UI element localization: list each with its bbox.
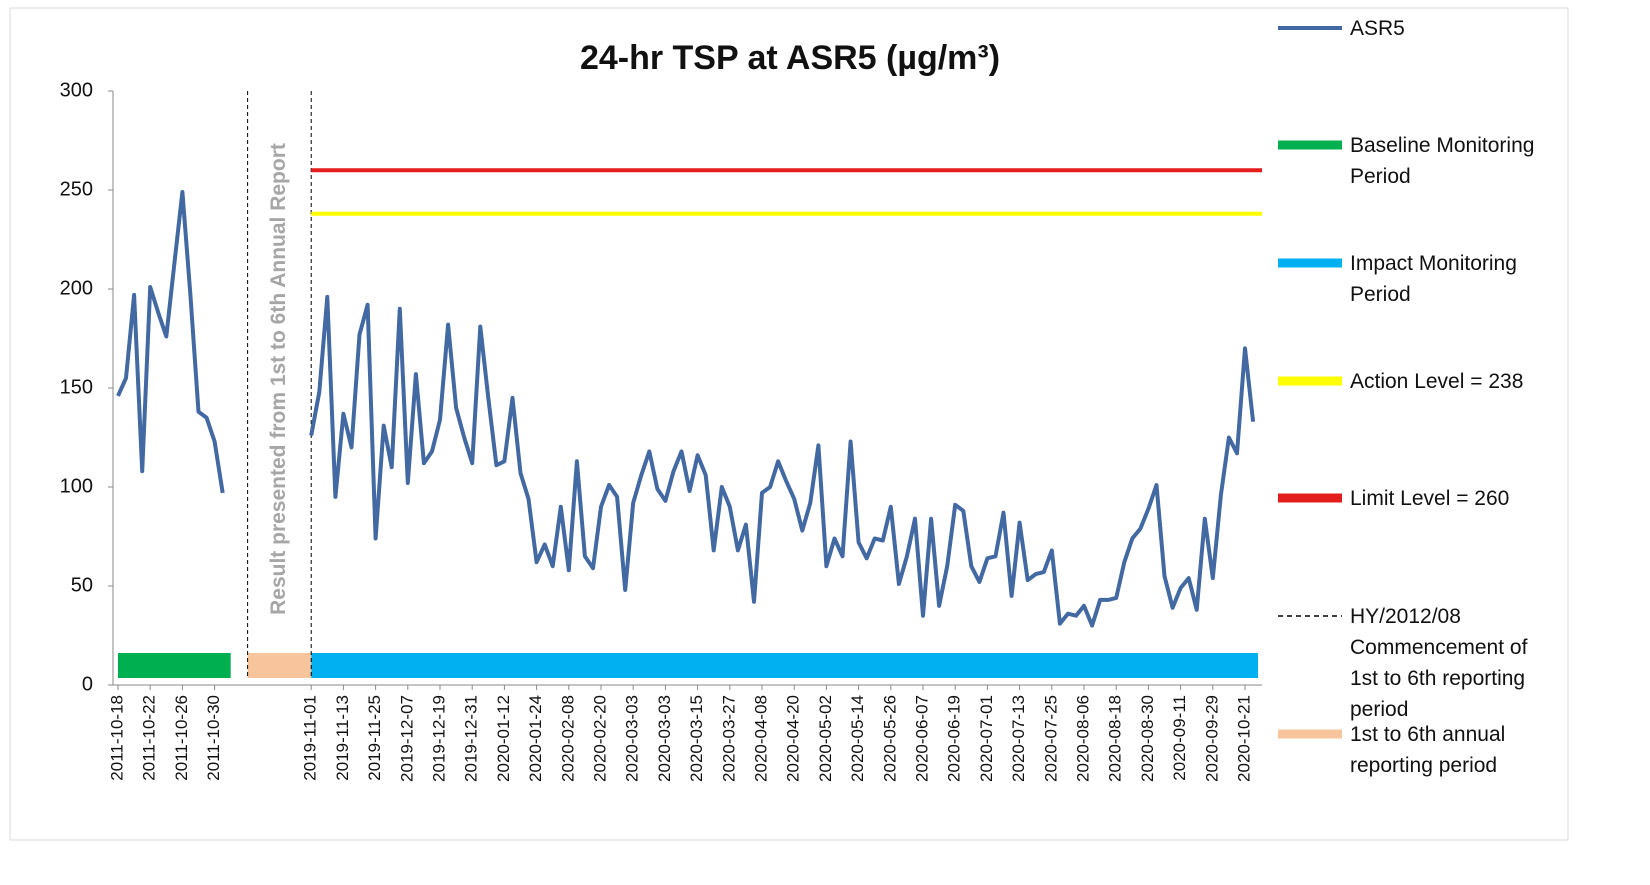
- legend-label: HY/2012/08 Commencement of 1st to 6th re…: [1350, 605, 1528, 721]
- x-tick-label: 2020-05-14: [848, 695, 867, 782]
- chart-title: 24-hr TSP at ASR5 (µg/m³): [580, 39, 1000, 77]
- x-tick-label: 2011-10-26: [172, 695, 191, 781]
- y-tick-label: 50: [71, 574, 93, 596]
- x-tick-label: 2020-07-01: [977, 695, 996, 782]
- y-tick-label: 0: [82, 673, 93, 695]
- x-tick-label: 2019-11-01: [301, 695, 320, 781]
- x-tick-label: 2020-02-20: [590, 695, 609, 782]
- x-tick-label: 2020-02-08: [558, 695, 577, 782]
- legend-label: Impact Monitoring Period: [1350, 252, 1517, 306]
- x-tick-label: 2020-04-08: [751, 695, 770, 782]
- x-tick-label: 2020-01-12: [494, 695, 513, 782]
- x-tick-label: 2020-08-06: [1073, 695, 1092, 782]
- x-tick-label: 2020-07-25: [1041, 695, 1060, 782]
- x-tick-label: 2011-10-30: [204, 695, 223, 781]
- period-bar: [247, 653, 312, 678]
- y-tick-label: 100: [60, 475, 93, 497]
- x-tick-label: 2019-12-19: [429, 695, 448, 782]
- x-tick-label: 2019-12-31: [462, 695, 481, 782]
- x-tick-label: 2019-12-07: [397, 695, 416, 782]
- x-tick-label: 2020-08-30: [1138, 695, 1157, 782]
- x-tick-label: 2020-03-27: [719, 695, 738, 782]
- x-tick-label: 2020-05-26: [880, 695, 899, 782]
- legend-label: Limit Level = 260: [1350, 487, 1510, 510]
- x-tick-label: 2011-10-18: [107, 695, 126, 781]
- x-tick-label: 2020-03-03: [623, 695, 642, 782]
- x-tick-label: 2011-10-22: [140, 695, 159, 781]
- y-tick-label: 250: [60, 178, 93, 200]
- x-tick-label: 2020-08-18: [1106, 695, 1125, 782]
- x-tick-label: 2020-03-03: [655, 695, 674, 782]
- y-tick-label: 200: [60, 277, 93, 299]
- y-tick-label: 150: [60, 376, 93, 398]
- legend-label: Baseline Monitoring Period: [1350, 134, 1535, 188]
- x-tick-label: 2019-11-13: [333, 695, 352, 781]
- x-tick-label: 2020-06-19: [945, 695, 964, 782]
- x-tick-label: 2020-09-29: [1202, 695, 1221, 782]
- x-tick-label: 2020-04-20: [784, 695, 803, 782]
- legend-label: ASR5: [1350, 17, 1405, 40]
- x-tick-label: 2019-11-25: [365, 695, 384, 781]
- period-bar: [311, 653, 1259, 678]
- x-tick-label: 2020-06-07: [912, 695, 931, 782]
- legend-label: 1st to 6th annual reporting period: [1350, 723, 1506, 777]
- x-tick-label: 2020-10-21: [1234, 695, 1253, 782]
- x-tick-label: 2020-05-02: [816, 695, 835, 782]
- chart-frame: [9, 7, 1569, 841]
- y-tick-label: 300: [60, 79, 93, 101]
- period-bar: [118, 653, 231, 678]
- x-tick-label: 2020-03-15: [687, 695, 706, 782]
- x-tick-label: 2020-07-13: [1009, 695, 1028, 782]
- x-tick-label: 2020-09-11: [1170, 695, 1189, 781]
- legend-label: Action Level = 238: [1350, 370, 1524, 393]
- annotation: Result presented from 1st to 6th Annual …: [267, 143, 290, 615]
- series-line: [116, 190, 1256, 628]
- x-tick-label: 2020-01-24: [526, 695, 545, 782]
